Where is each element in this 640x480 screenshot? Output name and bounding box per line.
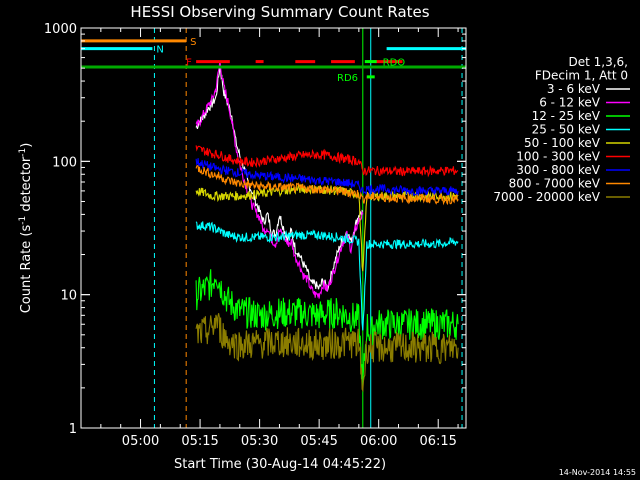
x-tick-label: 05:45 <box>300 434 337 449</box>
flag-label-n: N <box>156 45 163 56</box>
series-300-800-kev <box>195 158 459 197</box>
series-800-7000-kev <box>195 165 459 206</box>
y-tick-label: 100 <box>52 155 77 170</box>
y-tick-label: 10 <box>60 289 77 304</box>
series-3-6-kev <box>195 65 364 293</box>
legend-entry-12-25-kev: 12 - 25 keV <box>532 109 601 123</box>
flag-label-rd6: RD6 <box>337 73 358 84</box>
legend-entry-800-7000-kev: 800 - 7000 keV <box>509 177 601 191</box>
y-tick-label: 1 <box>69 422 77 437</box>
series-6-12-kev <box>195 60 364 299</box>
flag-bars: S N F RDO RD6 <box>81 37 466 84</box>
legend-entry-7000-20000-kev: 7000 - 20000 keV <box>493 190 600 204</box>
legend-entry-3-6-kev: 3 - 6 keV <box>547 82 601 96</box>
flag-label-rdo: RDO <box>383 58 406 69</box>
series-100-300-kev <box>195 145 459 178</box>
series-12-25-kev <box>195 269 459 383</box>
x-tick-label: 05:15 <box>181 434 218 449</box>
legend-header-1: FDecim 1, Att 0 <box>535 69 628 83</box>
legend-entry-25-50-kev: 25 - 50 keV <box>532 123 601 137</box>
legend-entry-100-300-kev: 100 - 300 keV <box>516 150 600 164</box>
timestamp: 14-Nov-2014 14:55 <box>559 468 636 477</box>
y-tick-label: 1000 <box>44 22 77 37</box>
x-tick-label: 06:00 <box>360 434 397 449</box>
flag-label-f: F <box>186 58 192 69</box>
chart-title: HESSI Observing Summary Count Rates <box>130 3 429 21</box>
x-axis: 05:00 05:15 05:30 05:45 06:00 06:15 <box>80 28 459 449</box>
y-axis: 1 10 100 1000 <box>44 22 466 437</box>
legend-header-0: Det 1,3,6, <box>569 55 629 69</box>
x-tick-label: 05:30 <box>241 434 278 449</box>
x-tick-label: 05:00 <box>122 434 159 449</box>
y-axis-label: Count Rate (s-1 detector-1) <box>18 143 34 314</box>
series-layer <box>195 60 459 393</box>
series-25-50-kev <box>195 221 459 331</box>
legend-entry-300-800-kev: 300 - 800 keV <box>516 163 600 177</box>
x-tick-label: 06:15 <box>419 434 456 449</box>
series-7000-20000-kev <box>195 313 459 393</box>
legend-entry-50-100-kev: 50 - 100 keV <box>524 136 601 150</box>
legend-entry-6-12-kev: 6 - 12 keV <box>539 96 601 110</box>
plot-frame <box>80 27 467 429</box>
x-axis-label: Start Time (30-Aug-14 04:45:22) <box>174 457 386 472</box>
flag-label-s: S <box>190 37 196 48</box>
